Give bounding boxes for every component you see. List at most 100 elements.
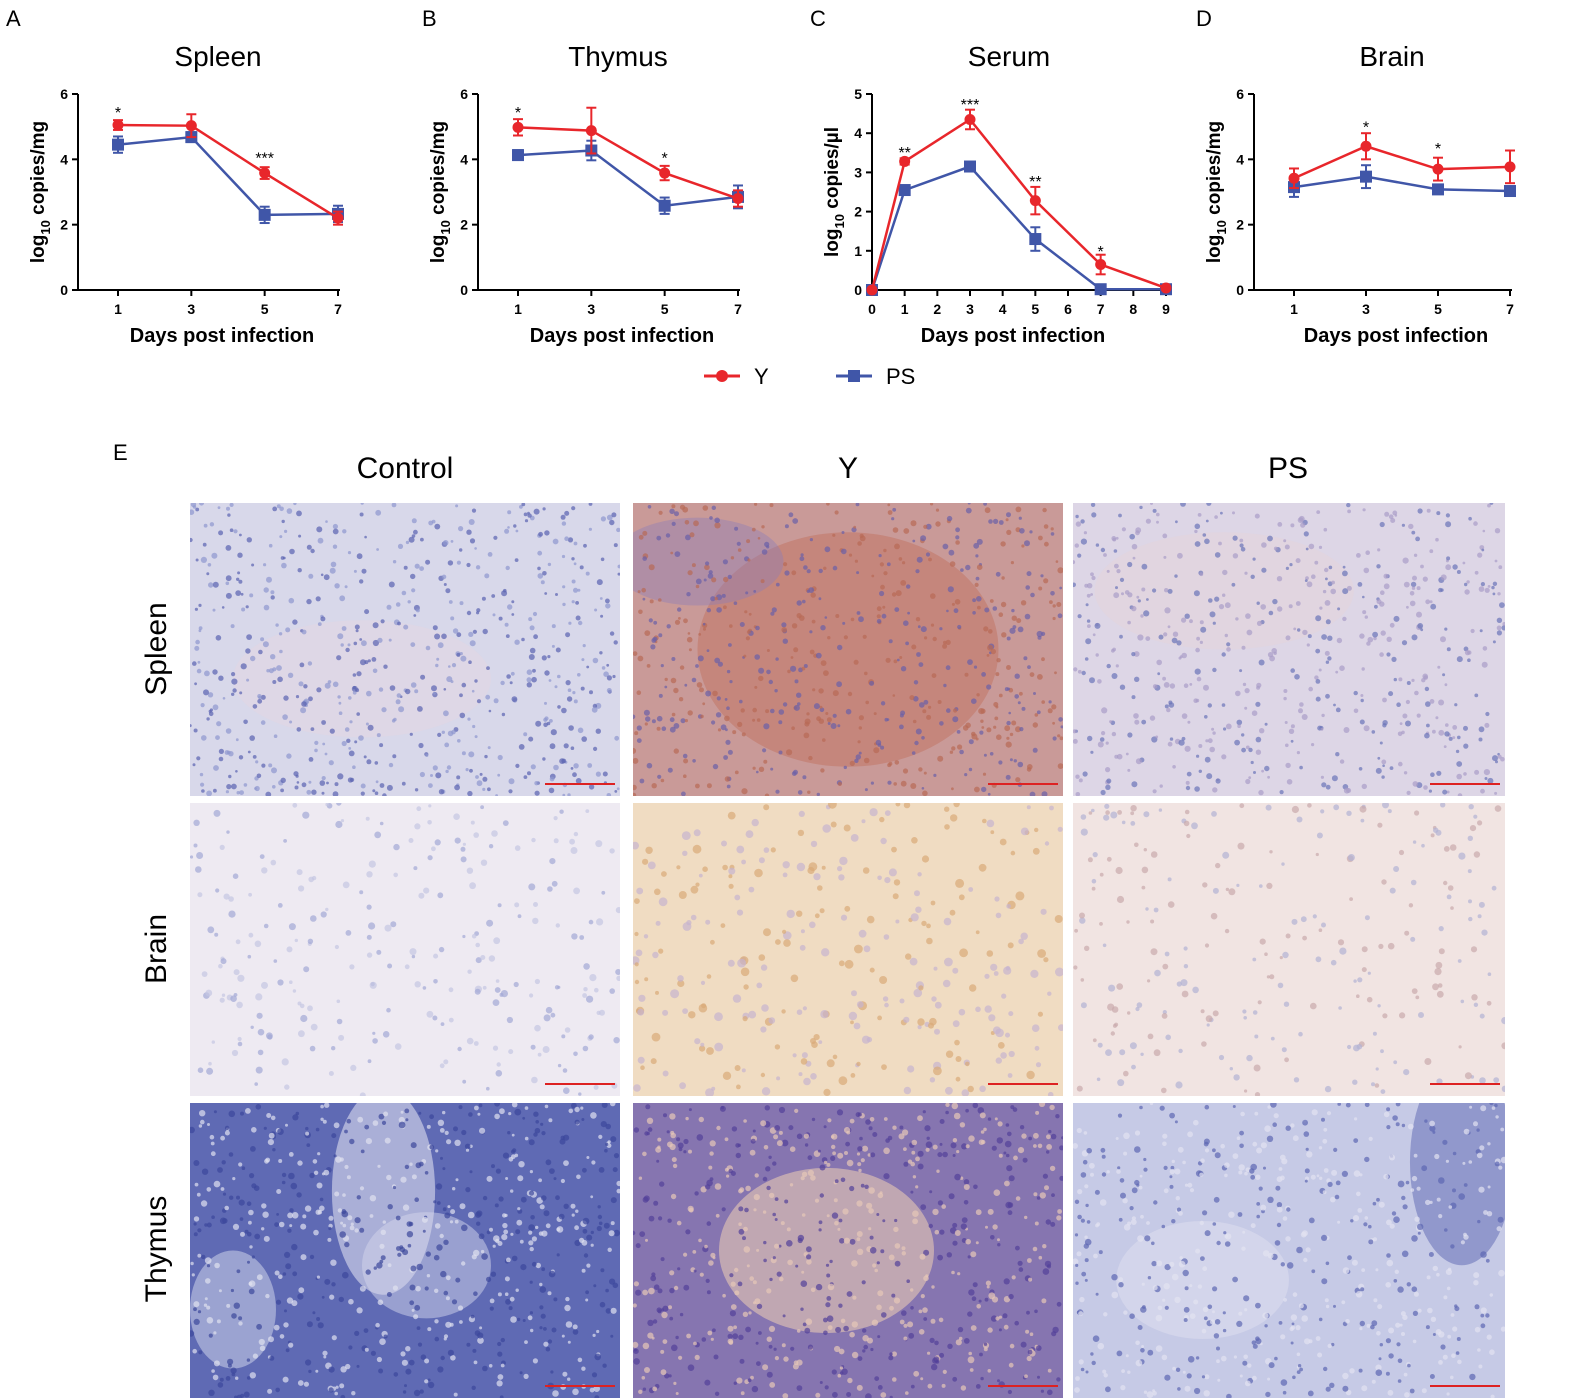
cell-nucleus [1056,560,1059,563]
cell-nucleus [819,597,822,600]
cell-nucleus [912,1218,918,1224]
cell-nucleus [1285,721,1288,724]
cell-nucleus [1202,882,1207,887]
cell-nucleus [364,660,368,664]
cell-nucleus [351,1391,355,1395]
cell-nucleus [636,888,643,895]
cell-nucleus [916,729,922,735]
cell-nucleus [262,1212,268,1218]
cell-nucleus [373,622,379,628]
cell-nucleus [837,866,842,871]
cell-nucleus [1085,1258,1089,1262]
cell-nucleus [802,667,806,671]
cell-nucleus [735,1143,740,1148]
cell-nucleus [1223,1329,1226,1332]
cell-nucleus [857,1249,863,1255]
cell-nucleus [1326,1305,1329,1308]
cell-nucleus [882,1219,885,1222]
cell-nucleus [722,594,726,598]
cell-nucleus [902,1251,906,1255]
cell-nucleus [840,1366,843,1369]
cell-nucleus [456,653,460,657]
cell-nucleus [1267,1378,1270,1381]
cell-nucleus [365,1348,369,1352]
cell-nucleus [1360,694,1363,697]
cell-nucleus [1222,852,1229,859]
cell-nucleus [733,1325,737,1329]
cell-nucleus [505,1276,510,1281]
cell-nucleus [827,1118,831,1122]
cell-nucleus [236,939,241,944]
cell-nucleus [862,1349,865,1352]
cell-nucleus [486,920,493,927]
cell-nucleus [226,582,230,586]
cell-nucleus [1381,630,1386,635]
cell-nucleus [709,1151,713,1155]
cell-nucleus [550,1370,553,1373]
cell-nucleus [996,913,1002,919]
cell-nucleus [1382,764,1385,767]
cell-nucleus [1321,1235,1327,1241]
cell-nucleus [831,1145,835,1149]
cell-nucleus [1261,568,1266,573]
cell-nucleus [1238,1312,1242,1316]
cell-nucleus [257,1274,263,1280]
cell-nucleus [744,1246,751,1253]
cell-nucleus [282,1181,286,1185]
cell-nucleus [744,1208,749,1213]
cell-nucleus [530,625,535,630]
cell-nucleus [1331,960,1337,966]
cell-nucleus [434,1289,438,1293]
cell-nucleus [949,550,955,556]
cell-nucleus [1308,634,1312,638]
cell-nucleus [765,1166,770,1171]
cell-nucleus [250,1372,256,1378]
cell-nucleus [1412,988,1418,994]
cell-nucleus [1436,511,1440,515]
cell-nucleus [803,1006,807,1010]
cell-nucleus [685,1117,688,1120]
cell-nucleus [1073,667,1077,671]
cell-nucleus [783,702,787,706]
cell-nucleus [1495,1162,1500,1167]
cell-nucleus [1186,786,1190,790]
cell-nucleus [880,1249,884,1253]
cell-nucleus [564,743,569,748]
cell-nucleus [1481,549,1484,552]
cell-nucleus [603,772,608,777]
cell-nucleus [772,1213,776,1217]
cell-nucleus [811,1041,818,1048]
cell-nucleus [1140,1175,1143,1178]
cell-nucleus [1432,1131,1435,1134]
cell-nucleus [770,612,774,616]
cell-nucleus [872,1132,877,1137]
cell-nucleus [1006,665,1011,670]
cell-nucleus [574,832,578,836]
cell-nucleus [368,922,375,929]
cell-nucleus [699,1004,708,1013]
cell-nucleus [217,1319,221,1323]
cell-nucleus [1205,1148,1209,1152]
cell-nucleus [427,1274,430,1277]
cell-nucleus [1488,585,1491,588]
cell-nucleus [264,924,269,929]
cell-nucleus [1444,731,1449,736]
cell-nucleus [330,568,336,574]
cell-nucleus [600,615,603,618]
cell-nucleus [736,1153,741,1158]
cell-nucleus [1492,755,1498,761]
cell-nucleus [506,634,510,638]
cell-nucleus [1172,638,1178,644]
cell-nucleus [1290,668,1295,673]
cell-nucleus [943,684,946,687]
cell-nucleus [607,688,612,693]
cell-nucleus [1404,931,1409,936]
cell-nucleus [1464,589,1469,594]
cell-nucleus [1475,1304,1480,1309]
cell-nucleus [533,902,538,907]
cell-nucleus [505,1292,509,1296]
cell-nucleus [823,567,826,570]
cell-nucleus [375,510,381,516]
cell-nucleus [480,773,483,776]
